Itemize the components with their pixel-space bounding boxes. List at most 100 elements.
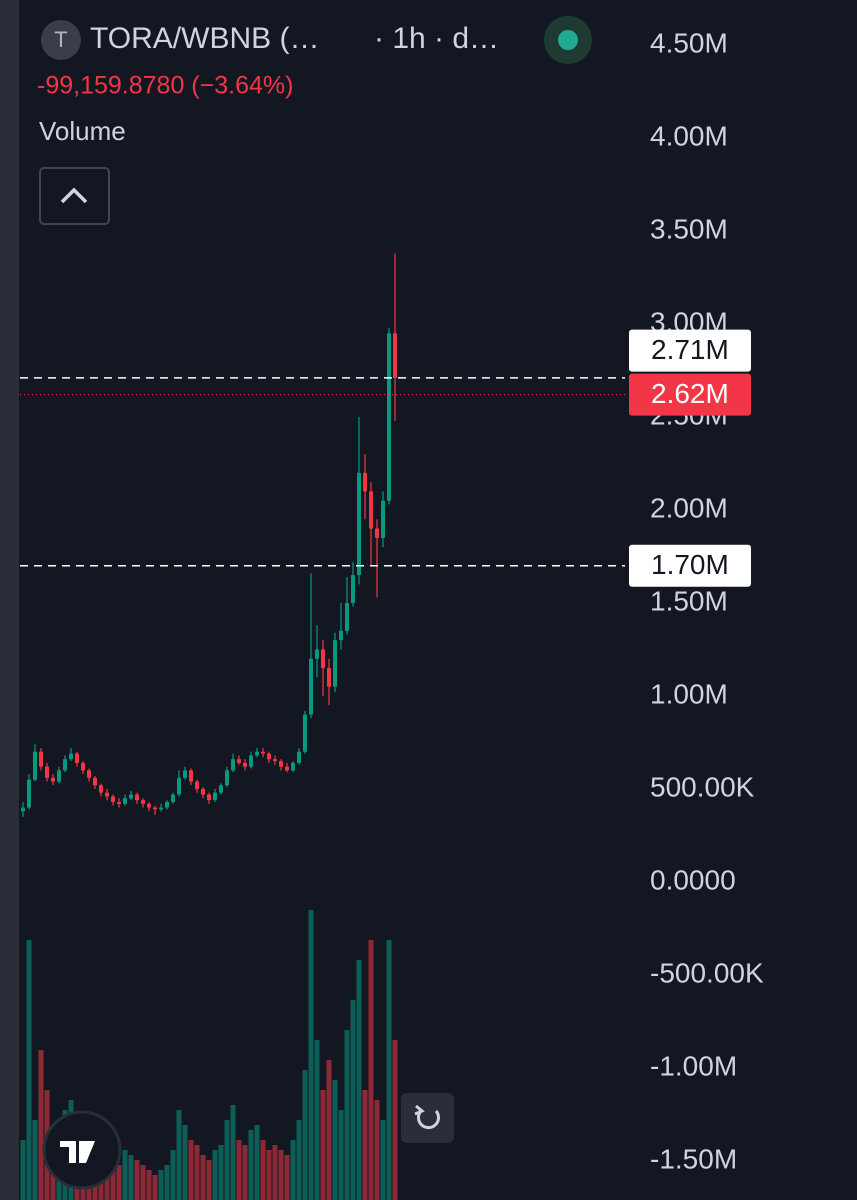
candle-body xyxy=(321,649,325,669)
volume-bar xyxy=(176,1110,182,1200)
volume-bar xyxy=(38,1050,44,1200)
price-label-box xyxy=(629,329,751,372)
interval[interactable]: · 1h · d… xyxy=(374,22,499,55)
reset-icon xyxy=(417,1110,440,1130)
y-tick-label: 4.50M xyxy=(650,27,728,58)
candle-body xyxy=(225,770,229,786)
volume-bar xyxy=(362,1090,368,1200)
y-tick-label: 3.50M xyxy=(650,213,728,244)
volume-bar xyxy=(254,1125,260,1200)
volume-bar xyxy=(338,1110,344,1200)
y-tick-label: -500.00K xyxy=(650,957,764,988)
volume-bar xyxy=(248,1130,254,1200)
volume-bar xyxy=(278,1150,284,1200)
candle-body xyxy=(267,753,271,760)
volume-bar xyxy=(230,1105,236,1200)
volume-bar xyxy=(20,1140,26,1200)
volume-bar xyxy=(26,940,32,1200)
candle-body xyxy=(363,472,367,492)
volume-bar xyxy=(206,1160,212,1200)
candle-body xyxy=(261,751,265,754)
volume-bar xyxy=(212,1150,218,1200)
candle-body xyxy=(219,785,223,793)
y-tick-label: 2.00M xyxy=(650,492,728,523)
volume-bar xyxy=(368,940,374,1200)
volume-bar xyxy=(344,1030,350,1200)
candle-body xyxy=(171,794,175,802)
candle-body xyxy=(351,575,355,603)
candle-body xyxy=(21,807,25,812)
candle-body xyxy=(327,668,331,687)
candle-body xyxy=(255,751,259,756)
candle-body xyxy=(249,755,253,767)
y-tick-label: 0.0000 xyxy=(650,864,736,895)
reset-arrow xyxy=(414,1104,425,1116)
volume-bar xyxy=(302,1070,308,1200)
candle-body xyxy=(57,770,61,782)
volume-bar xyxy=(110,1160,116,1200)
volume-bar xyxy=(218,1145,224,1200)
price-change: -99,159.8780 (−3.64%) xyxy=(37,72,293,100)
candle-body xyxy=(285,766,289,771)
y-tick-label: 4.00M xyxy=(650,120,728,151)
collapse-button[interactable] xyxy=(39,167,110,225)
candle-body xyxy=(129,794,133,799)
candle-body xyxy=(357,472,361,576)
logo-mark xyxy=(60,1141,95,1163)
candle-body xyxy=(93,777,97,786)
candle-body xyxy=(99,785,103,793)
volume-bar xyxy=(200,1155,206,1200)
candle-body xyxy=(27,779,31,808)
candle-body xyxy=(51,777,55,782)
volume-bar xyxy=(314,1040,320,1200)
collapse-icon xyxy=(60,187,88,204)
indicator-name[interactable]: Volume xyxy=(39,116,126,146)
volume-bar xyxy=(356,960,362,1200)
volume-bar xyxy=(386,940,392,1200)
candle-body xyxy=(117,801,121,804)
candle-body xyxy=(195,781,199,789)
price-label: 2.71M xyxy=(651,334,729,365)
volume-bar xyxy=(242,1145,248,1200)
candle-body xyxy=(63,759,67,771)
volume-bar xyxy=(170,1150,176,1200)
candle-body xyxy=(381,500,385,538)
candle-body xyxy=(105,792,109,797)
price-label: 1.70M xyxy=(651,549,729,580)
volume-bar xyxy=(164,1165,170,1200)
candle-body xyxy=(45,766,49,778)
volume-bar xyxy=(266,1150,272,1200)
reset-button[interactable] xyxy=(401,1093,454,1143)
volume-bar xyxy=(374,1100,380,1200)
volume-bar xyxy=(392,1040,398,1200)
status-dot xyxy=(558,30,578,50)
price-label: 2.62M xyxy=(651,378,729,409)
volume-bar xyxy=(194,1145,200,1200)
volume-bar xyxy=(188,1140,194,1200)
candle-body xyxy=(159,807,163,810)
volume-bar xyxy=(134,1160,140,1200)
candle-body xyxy=(69,753,73,760)
candle-body xyxy=(111,796,115,802)
candle-body xyxy=(333,640,337,687)
volume-bar xyxy=(332,1080,338,1200)
candle-body xyxy=(231,759,235,771)
volume-bar xyxy=(122,1150,128,1200)
volume-bar xyxy=(236,1140,242,1200)
candle-body xyxy=(375,528,379,538)
volume-bar xyxy=(308,910,314,1200)
candle-body xyxy=(207,794,211,801)
symbol-title[interactable]: TORA/WBNB (… xyxy=(90,22,319,55)
candle-body xyxy=(297,751,301,763)
price-label-box xyxy=(629,544,751,587)
volume-bar xyxy=(290,1140,296,1200)
y-tick-label: 1.00M xyxy=(650,678,728,709)
candle-body xyxy=(237,759,241,763)
left-edge xyxy=(0,0,19,1200)
candle-body xyxy=(75,753,79,763)
symbol-icon-letter: T xyxy=(54,27,67,52)
volume-bar xyxy=(350,1000,356,1200)
